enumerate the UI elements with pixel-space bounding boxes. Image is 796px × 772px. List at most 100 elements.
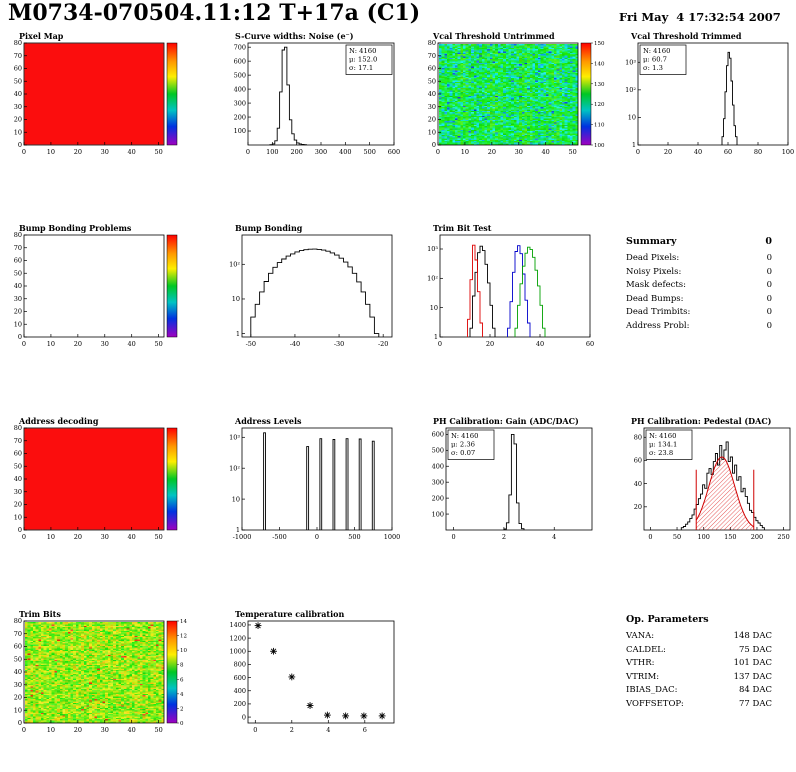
svg-text:30: 30 (101, 726, 109, 734)
op-param-caldel: CALDEL: 75 DAC (626, 644, 772, 658)
svg-text:10: 10 (430, 304, 438, 312)
svg-text:80: 80 (14, 231, 22, 239)
panel-op-parameters: Op. Parameters VANA: 148 DAC CALDEL: 75 … (618, 608, 796, 772)
svg-text:4: 4 (552, 533, 556, 541)
op-param-label: VTHR: (626, 658, 655, 668)
svg-text:40: 40 (536, 340, 544, 348)
panel-empty (420, 608, 618, 772)
svg-text:1000: 1000 (384, 533, 401, 541)
svg-text:0: 0 (22, 533, 26, 541)
svg-text:0: 0 (636, 148, 640, 156)
svg-text:μ: 152.0: μ: 152.0 (349, 56, 377, 64)
svg-text:30: 30 (14, 103, 22, 111)
svg-text:600: 600 (234, 57, 246, 65)
svg-text:10: 10 (461, 148, 469, 156)
panel-summary: Summary 0 Dead Pixels: 0 Noisy Pixels: 0… (618, 222, 796, 414)
op-param-vthr: VTHR: 101 DAC (626, 657, 772, 671)
summary-item-label: Dead Pixels: (626, 253, 680, 263)
svg-text:30: 30 (428, 103, 436, 111)
summary-item-label: Dead Bumps: (626, 293, 684, 304)
op-param-value: 75 DAC (739, 644, 772, 655)
ph-calibration-pedestal-title: PH Calibration: Pedestal (DAC) (631, 416, 772, 426)
panel-ph-calibration-pedestal: PH Calibration: Pedestal (DAC) 0 50 100 150 2… (618, 415, 796, 607)
summary-item-address-probl: Address Probl: 0 (626, 320, 772, 334)
svg-text:10: 10 (180, 648, 187, 654)
svg-text:10: 10 (14, 706, 22, 714)
svg-text:50: 50 (14, 655, 22, 663)
svg-text:20: 20 (74, 148, 82, 156)
address-levels-plot: -1000 -500 0 500 1000 1 10 10² 10³ (229, 427, 401, 541)
svg-text:110: 110 (594, 123, 605, 129)
svg-text:8: 8 (180, 663, 184, 669)
panel-vcal-threshold-trimmed: Vcal Threshold Trimmed 0 20 40 60 80 100 1 10 10²… (618, 30, 796, 222)
svg-text:60: 60 (14, 65, 22, 73)
page-date: Fri May 4 17:32:54 2007 (619, 10, 781, 24)
op-param-voffsetop: VOFFSETOP: 77 DAC (626, 698, 772, 712)
svg-text:10: 10 (232, 295, 240, 303)
svg-text:N: 4160: N: 4160 (349, 47, 376, 55)
svg-text:1200: 1200 (229, 634, 246, 642)
op-param-value: 84 DAC (739, 685, 772, 695)
trim-bits-title: Trim Bits (19, 609, 61, 619)
page-title: M0734-070504.11:12 T+17a (C1) (8, 0, 421, 26)
svg-text:0: 0 (438, 340, 442, 348)
panel-bump-bonding: Bump Bonding -50 -40 -30 -20 1 10 10² (222, 222, 420, 414)
svg-text:20: 20 (14, 116, 22, 124)
svg-text:0: 0 (648, 533, 652, 541)
svg-text:80: 80 (14, 617, 22, 625)
summary-item-value: 0 (766, 280, 772, 290)
svg-text:N: 4160: N: 4160 (643, 47, 670, 55)
svg-text:10²: 10² (625, 86, 636, 94)
svg-text:40: 40 (14, 282, 22, 290)
op-param-label: CALDEL: (626, 644, 666, 655)
svg-text:1400: 1400 (229, 621, 246, 629)
svg-text:500: 500 (363, 148, 375, 156)
svg-text:40: 40 (128, 148, 136, 156)
temperature-calibration-plot: 0 2 4 6 0 200 400 600 800 1000 1200 1400 (229, 620, 395, 734)
op-param-vana: VANA: 148 DAC (626, 630, 772, 644)
op-parameters-title-row: Op. Parameters (626, 614, 772, 625)
trim-bits-map (24, 621, 164, 723)
panel-bump-bonding-problems: Bump Bonding Problems 0 10 20 30 40 50 0 10 20 30 4… (6, 222, 204, 414)
svg-text:-40: -40 (290, 340, 300, 348)
svg-text:30: 30 (101, 340, 109, 348)
svg-text:10²: 10² (229, 464, 240, 472)
summary-item-dead-bumps: Dead Bumps: 0 (626, 293, 772, 307)
svg-text:50: 50 (14, 77, 22, 85)
svg-text:2: 2 (290, 726, 294, 734)
svg-text:30: 30 (515, 148, 523, 156)
svg-text:40: 40 (128, 533, 136, 541)
svg-text:-1000: -1000 (233, 533, 252, 541)
svg-text:1: 1 (236, 526, 240, 534)
svg-text:10: 10 (47, 148, 55, 156)
svg-text:50: 50 (568, 148, 576, 156)
panel-address-levels: Address Levels -1000 -500 0 500 1000 1 10 10² 10³ (222, 415, 420, 607)
svg-text:300: 300 (315, 148, 327, 156)
svg-text:60: 60 (14, 450, 22, 458)
svg-text:20: 20 (74, 533, 82, 541)
svg-text:-500: -500 (272, 533, 287, 541)
bump-bonding-title: Bump Bonding (235, 223, 303, 233)
svg-text:40: 40 (14, 475, 22, 483)
svg-text:60: 60 (634, 457, 642, 465)
svg-text:14: 14 (180, 619, 187, 625)
op-param-label: VOFFSETOP: (626, 698, 684, 709)
svg-text:50: 50 (14, 462, 22, 470)
svg-text:μ: 134.1: μ: 134.1 (649, 441, 677, 449)
svg-text:10²: 10² (229, 260, 240, 268)
svg-text:2: 2 (180, 706, 184, 712)
summary-block: Summary 0 Dead Pixels: 0 Noisy Pixels: 0… (626, 236, 772, 333)
svg-text:500: 500 (234, 71, 246, 79)
op-parameters-block: Op. Parameters VANA: 148 DAC CALDEL: 75 … (626, 614, 772, 711)
svg-text:500: 500 (432, 447, 444, 455)
summary-item-value: 0 (766, 307, 772, 317)
svg-text:30: 30 (101, 148, 109, 156)
svg-text:400: 400 (339, 148, 351, 156)
op-param-label: VTRIM: (626, 671, 660, 682)
svg-text:0: 0 (253, 726, 257, 734)
op-param-value: 101 DAC (733, 658, 772, 668)
svg-text:300: 300 (432, 478, 444, 486)
svg-text:0: 0 (246, 148, 250, 156)
svg-text:130: 130 (594, 82, 605, 88)
svg-text:σ: 23.8: σ: 23.8 (649, 449, 673, 457)
